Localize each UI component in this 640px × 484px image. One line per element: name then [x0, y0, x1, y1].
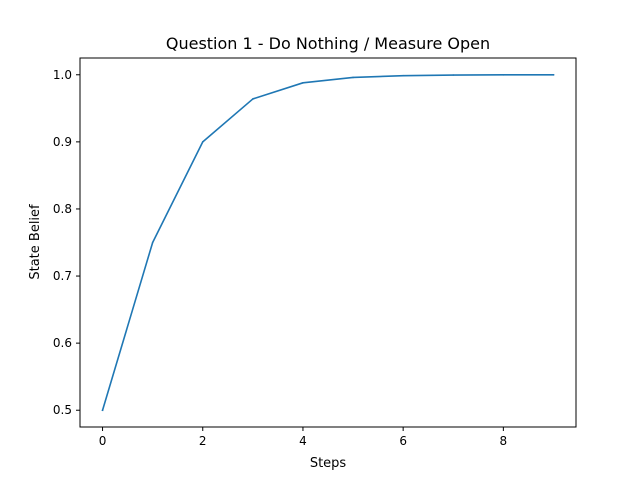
x-tick-label: 0 [99, 434, 107, 448]
data-point [201, 141, 204, 143]
data-series [101, 73, 555, 412]
data-point [101, 409, 104, 412]
data-point [151, 241, 154, 244]
y-tick-label: 0.9 [53, 135, 72, 149]
y-tick-label: 0.8 [53, 202, 72, 216]
series-line [101, 73, 555, 412]
y-axis-ticks: 0.5 0.6 0.7 0.8 0.9 1.0 [53, 68, 80, 417]
y-tick-label: 0.5 [53, 403, 72, 417]
plot-area [80, 58, 576, 427]
y-axis-label: State Belief [28, 204, 43, 280]
x-tick-label: 4 [299, 434, 307, 448]
x-tick-label: 2 [199, 434, 207, 448]
data-point [502, 74, 505, 76]
x-tick-label: 8 [500, 434, 508, 448]
y-tick-label: 0.7 [53, 269, 72, 283]
chart-title: Question 1 - Do Nothing / Measure Open [166, 34, 490, 53]
data-point [302, 82, 304, 84]
x-axis-label: Steps [310, 456, 347, 471]
data-point [452, 74, 455, 76]
data-point [552, 73, 555, 76]
plot-frame [79, 57, 577, 428]
y-tick-label: 0.6 [53, 336, 72, 350]
x-axis-ticks: 0 2 4 6 8 [99, 427, 507, 448]
data-point [252, 98, 254, 100]
y-tick-label: 1.0 [53, 68, 72, 82]
x-tick-label: 6 [399, 434, 407, 448]
data-point [402, 74, 404, 77]
data-point [352, 76, 354, 79]
